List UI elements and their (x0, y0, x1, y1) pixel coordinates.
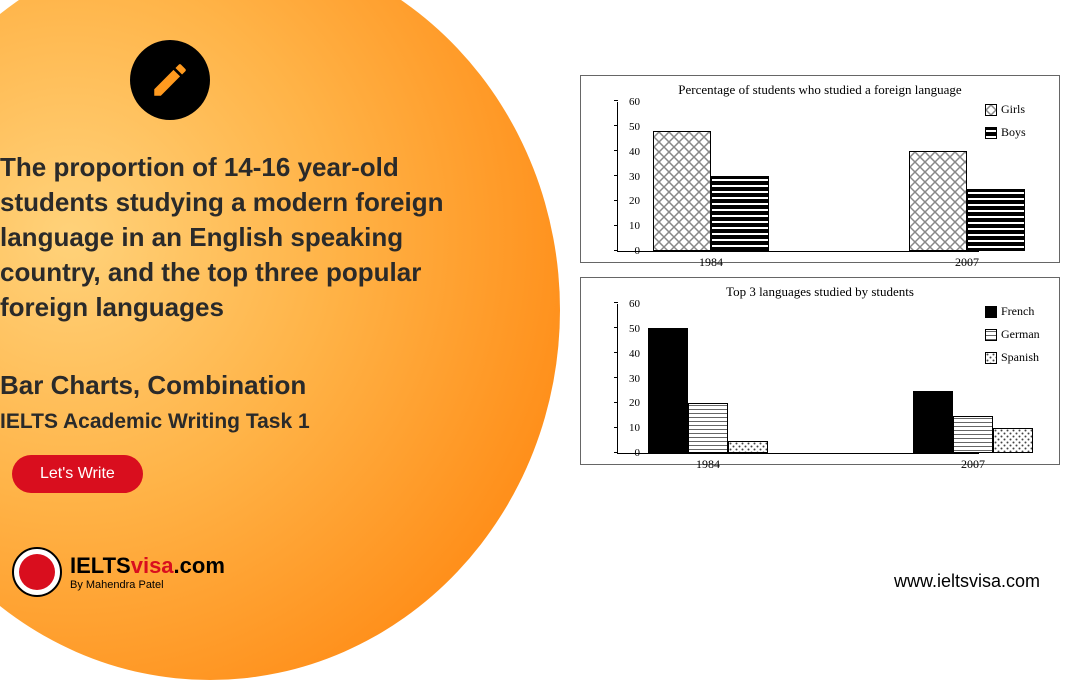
legend-swatch (985, 104, 997, 116)
bar (913, 391, 953, 454)
legend-label: Spanish (1001, 350, 1039, 365)
legend-item: Girls (985, 102, 1049, 117)
legend-item: German (985, 327, 1049, 342)
chart-1: Percentage of students who studied a for… (580, 75, 1060, 263)
legend-label: Boys (1001, 125, 1026, 140)
legend-label: Girls (1001, 102, 1025, 117)
chart-1-plot: 0102030405060 19842007 (617, 102, 979, 252)
chart-2: Top 3 languages studied by students 0102… (580, 277, 1060, 465)
pencil-icon (130, 40, 210, 120)
x-category-label: 1984 (696, 457, 720, 472)
chart-1-legend: Girls Boys (979, 102, 1049, 140)
bar (993, 428, 1033, 453)
bar (909, 151, 967, 251)
legend-item: Spanish (985, 350, 1049, 365)
legend-item: Boys (985, 125, 1049, 140)
task-label: IELTS Academic Writing Task 1 (0, 410, 470, 434)
bar (688, 403, 728, 453)
bar (653, 131, 711, 251)
chart-1-title: Percentage of students who studied a for… (591, 82, 1049, 98)
legend-item: French (985, 304, 1049, 319)
chart-type-label: Bar Charts, Combination (0, 370, 470, 401)
bar (711, 176, 769, 251)
bar (967, 189, 1025, 252)
chart-2-bars: 19842007 (618, 304, 979, 453)
x-category-label: 2007 (961, 457, 985, 472)
logo-badge-icon (12, 547, 62, 597)
x-category-label: 1984 (699, 255, 723, 270)
x-category-label: 2007 (955, 255, 979, 270)
lets-write-button[interactable]: Let's Write (12, 455, 143, 493)
legend-swatch (985, 306, 997, 318)
chart-2-plot: 0102030405060 19842007 (617, 304, 979, 454)
bar (648, 328, 688, 453)
legend-swatch (985, 127, 997, 139)
brand-tagline: By Mahendra Patel (70, 579, 225, 591)
bar (953, 416, 993, 454)
chart-1-bars: 19842007 (618, 102, 979, 251)
legend-swatch (985, 352, 997, 364)
chart-2-legend: French German Spanish (979, 304, 1049, 365)
bar (728, 441, 768, 454)
brand-wordmark: IELTSvisa.com (70, 553, 225, 579)
charts-panel: Percentage of students who studied a for… (580, 75, 1060, 479)
legend-swatch (985, 329, 997, 341)
legend-label: German (1001, 327, 1040, 342)
headline-text: The proportion of 14-16 year-old student… (0, 150, 470, 325)
chart-2-title: Top 3 languages studied by students (591, 284, 1049, 300)
site-url: www.ieltsvisa.com (894, 571, 1040, 592)
brand-logo: IELTSvisa.com By Mahendra Patel (12, 547, 225, 597)
legend-label: French (1001, 304, 1034, 319)
